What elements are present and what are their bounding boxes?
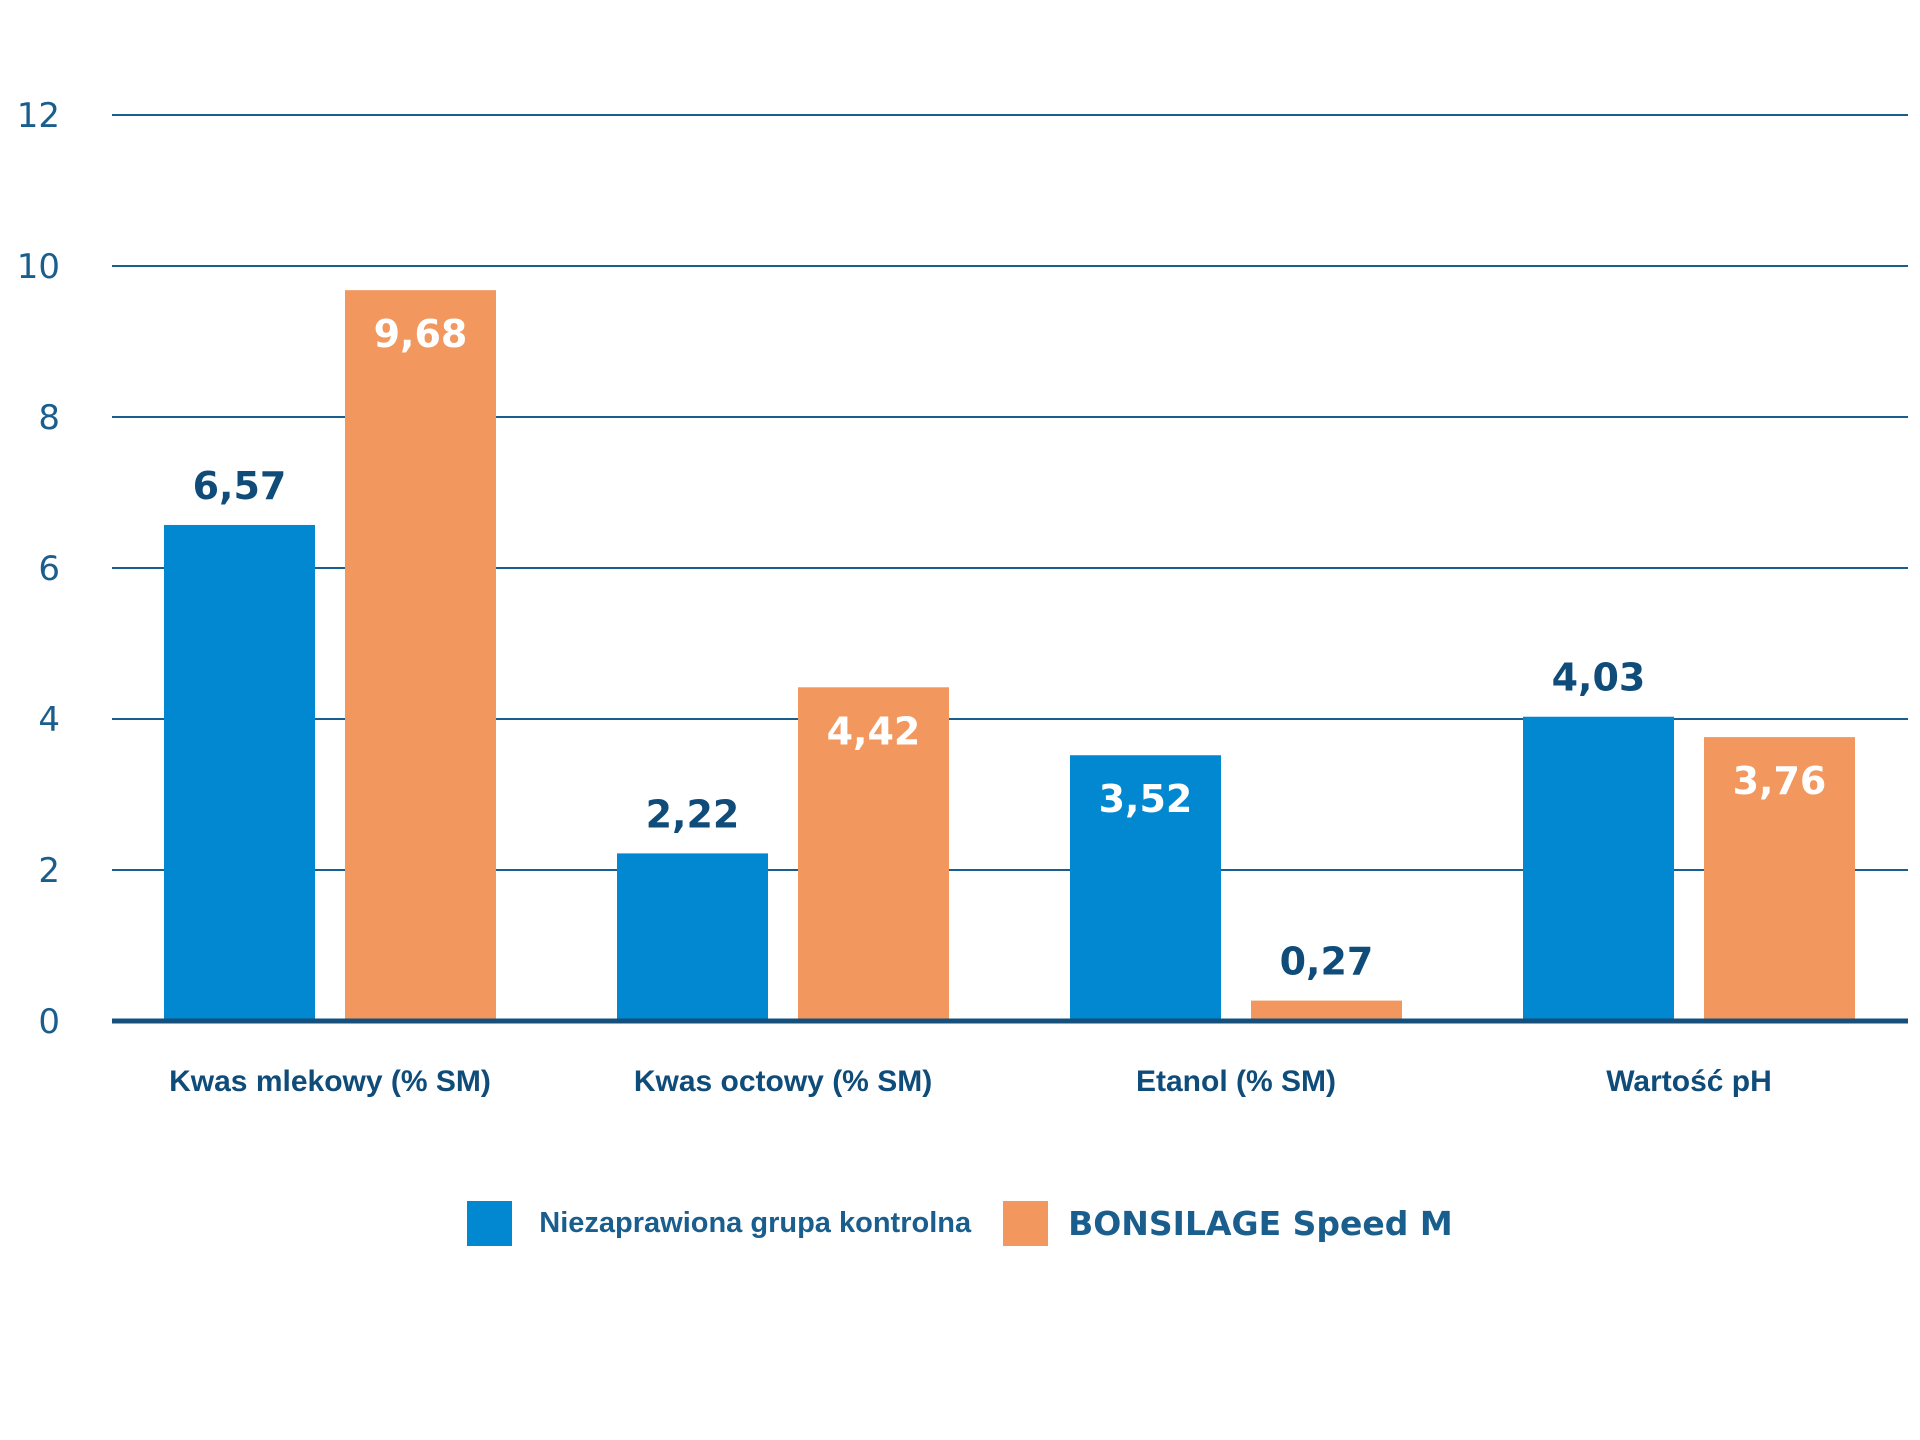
bar: [1704, 737, 1855, 1021]
data-label: 9,68: [374, 312, 468, 356]
legend-label-control: Niezaprawiona grupa kontrolna: [539, 1206, 972, 1239]
bar: [1070, 755, 1221, 1021]
legend-swatch-control: [467, 1200, 513, 1246]
legend-swatch-bonsilage: [1003, 1200, 1049, 1246]
y-tick-label: 6: [38, 549, 60, 589]
y-tick-label: 2: [38, 851, 60, 891]
y-tick-label: 8: [38, 398, 60, 438]
legend-item-bonsilage: BONSILAGE Speed M: [1003, 1200, 1453, 1246]
data-label: 3,52: [1099, 777, 1193, 821]
value-labels: 6,57 9,68 2,22 4,42 3,52 0,27 4,03 3,76: [193, 312, 1827, 983]
data-label: 6,57: [193, 464, 287, 508]
data-label: 0,27: [1280, 940, 1374, 984]
y-tick-label: 12: [17, 96, 60, 136]
y-axis-ticks: 0 2 4 6 8 10 12: [17, 96, 60, 1042]
bar: [345, 290, 496, 1021]
x-tick-label: Kwas mlekowy (% SM): [169, 1065, 491, 1098]
x-tick-label: Wartość pH: [1606, 1065, 1772, 1098]
data-label: 3,76: [1733, 759, 1827, 803]
category-labels: Kwas mlekowy (% SM) Kwas octowy (% SM) Eta…: [169, 1065, 1772, 1098]
data-label: 4,42: [827, 709, 921, 753]
legend: Niezaprawiona grupa kontrolna BONSILAGE …: [0, 1196, 1920, 1250]
bar: [164, 524, 315, 1021]
x-tick-label: Etanol (% SM): [1136, 1065, 1336, 1098]
y-tick-label: 0: [38, 1002, 60, 1042]
bars: [164, 290, 1855, 1021]
bar: [1523, 716, 1674, 1021]
x-tick-label: Kwas octowy (% SM): [634, 1065, 932, 1098]
bar: [798, 687, 949, 1021]
legend-label-bonsilage: BONSILAGE Speed M: [1068, 1203, 1453, 1243]
data-label: 2,22: [646, 792, 740, 836]
y-tick-label: 10: [17, 247, 60, 287]
bar: [617, 853, 768, 1021]
legend-item-control: Niezaprawiona grupa kontrolna: [467, 1200, 1003, 1246]
y-tick-label: 4: [38, 700, 60, 740]
bar: [1251, 1000, 1402, 1021]
data-label: 4,03: [1552, 656, 1646, 700]
